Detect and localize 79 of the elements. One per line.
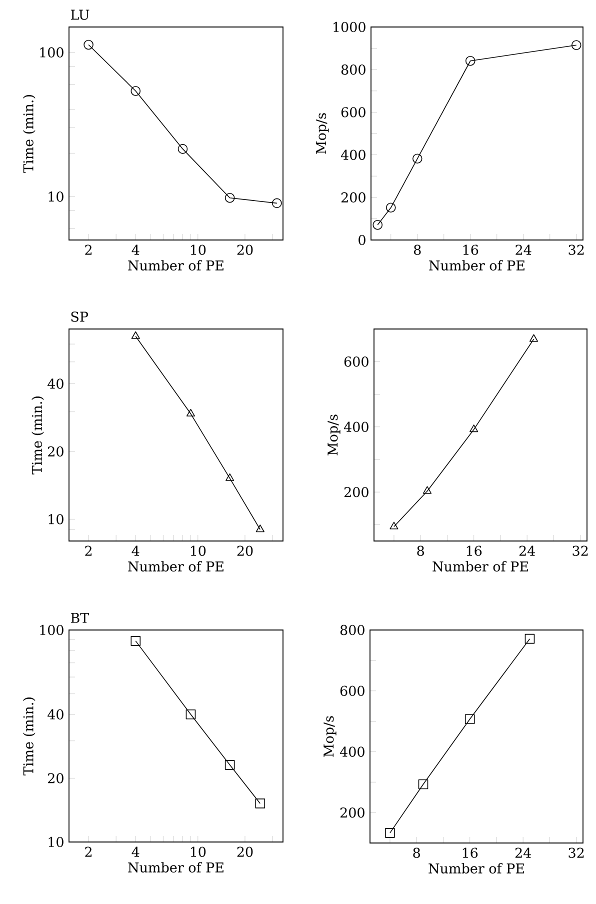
point bbox=[390, 522, 398, 530]
y-axis-title: Mop/s bbox=[328, 414, 340, 456]
y-tick-label: 400 bbox=[344, 422, 368, 432]
x-axis-title: Number of PE bbox=[429, 260, 524, 271]
y-tick-label: 200 bbox=[340, 807, 364, 818]
point bbox=[464, 714, 475, 724]
x-tick-label: 8 bbox=[413, 848, 420, 858]
point bbox=[372, 220, 383, 230]
x-tick-label: 32 bbox=[568, 244, 584, 255]
y-tick-label: 600 bbox=[341, 107, 366, 118]
point bbox=[529, 334, 538, 342]
y-tick-label: 40 bbox=[48, 378, 64, 389]
x-tick-label: 2 bbox=[85, 244, 92, 255]
point bbox=[412, 154, 422, 164]
point bbox=[465, 56, 476, 66]
y-tick-label: 600 bbox=[344, 356, 368, 367]
x-tick-label: 16 bbox=[466, 546, 482, 556]
x-tick-label: 24 bbox=[519, 546, 535, 556]
y-tick-label: 200 bbox=[341, 192, 366, 203]
x-tick-label: 20 bbox=[237, 546, 253, 556]
chart-title: SP bbox=[71, 312, 88, 322]
x-tick-label: 10 bbox=[190, 244, 206, 255]
x-tick-label: 16 bbox=[462, 848, 478, 858]
point bbox=[178, 144, 188, 154]
y-tick-label: 20 bbox=[48, 446, 64, 457]
x-tick-label: 2 bbox=[85, 846, 92, 857]
point bbox=[386, 202, 396, 213]
x-tick-label: 20 bbox=[237, 244, 253, 255]
x-axis-title: Number of PE bbox=[428, 863, 524, 874]
point bbox=[524, 634, 535, 644]
x-tick-label: 2 bbox=[85, 546, 92, 556]
x-tick-label: 4 bbox=[132, 846, 140, 857]
y-axis-title: Mop/s bbox=[316, 113, 329, 154]
x-axis-title: Number of PE bbox=[128, 862, 224, 873]
x-tick-label: 32 bbox=[572, 546, 588, 556]
point bbox=[130, 86, 141, 96]
y-tick-label: 20 bbox=[48, 773, 64, 784]
chart-title: BT bbox=[70, 612, 89, 623]
x-tick-label: 10 bbox=[190, 846, 206, 857]
point bbox=[224, 192, 235, 203]
point bbox=[418, 779, 428, 790]
y-tick-label: 1000 bbox=[334, 22, 366, 32]
point bbox=[422, 486, 432, 494]
point bbox=[470, 424, 478, 432]
x-tick-label: 16 bbox=[463, 244, 478, 255]
y-tick-label: 10 bbox=[48, 514, 64, 524]
y-tick-label: 10 bbox=[48, 836, 64, 848]
x-tick-label: 8 bbox=[414, 244, 421, 255]
x-tick-label: 20 bbox=[237, 846, 253, 857]
y-axis-title: Time (min.) bbox=[32, 396, 44, 474]
x-tick-label: 24 bbox=[516, 244, 532, 255]
x-axis-title: Number of PE bbox=[432, 561, 528, 572]
y-tick-label: 200 bbox=[344, 486, 368, 498]
point bbox=[84, 40, 94, 50]
y-tick-label: 800 bbox=[340, 624, 364, 636]
point bbox=[571, 40, 582, 50]
y-tick-label: 100 bbox=[40, 624, 64, 636]
y-axis-title: Time (min.) bbox=[22, 698, 36, 776]
x-tick-label: 10 bbox=[190, 546, 206, 556]
y-tick-label: 400 bbox=[340, 150, 366, 160]
y-tick-label: 600 bbox=[340, 686, 364, 696]
y-tick-label: 40 bbox=[48, 709, 64, 720]
x-tick-label: 4 bbox=[132, 244, 140, 255]
x-axis-title: Number of PE bbox=[128, 561, 224, 572]
y-tick-label: 800 bbox=[341, 64, 366, 75]
y-axis-title: Mop/s bbox=[324, 716, 336, 757]
y-tick-label: 0 bbox=[358, 234, 366, 246]
y-axis-title: Time (min.) bbox=[22, 95, 36, 173]
chart-title: LU bbox=[70, 10, 90, 20]
y-tick-label: 100 bbox=[40, 47, 64, 58]
x-tick-label: 4 bbox=[132, 546, 140, 556]
x-axis-title: Number of PE bbox=[128, 260, 224, 271]
y-tick-label: 10 bbox=[48, 191, 64, 202]
x-tick-label: 8 bbox=[417, 546, 424, 556]
x-tick-label: 32 bbox=[568, 848, 584, 858]
point bbox=[385, 828, 395, 838]
point bbox=[272, 198, 282, 208]
x-tick-label: 24 bbox=[515, 848, 531, 858]
y-tick-label: 400 bbox=[340, 746, 364, 757]
